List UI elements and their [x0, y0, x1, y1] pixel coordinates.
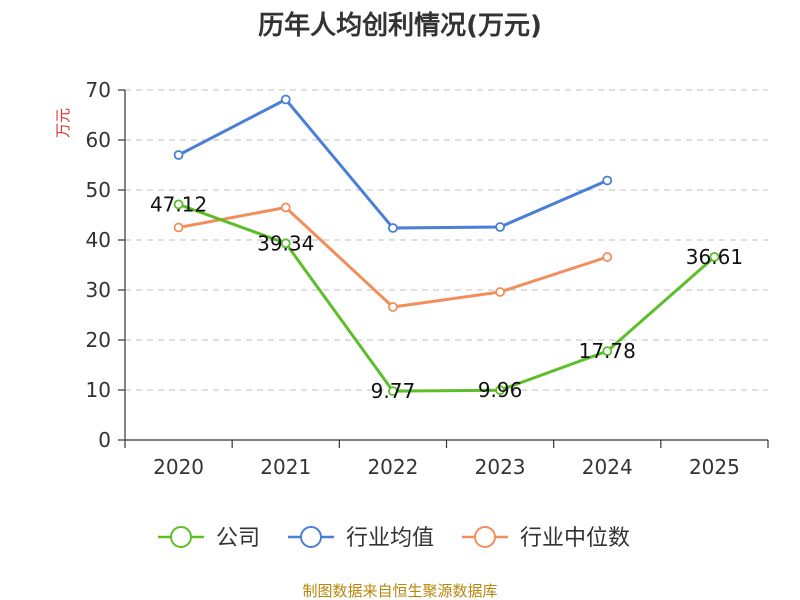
legend-label: 行业均值 — [346, 526, 434, 551]
legend[interactable]: 公司 行业均值 行业中位数 — [158, 526, 630, 551]
grid-lines — [125, 89, 768, 391]
legend-label: 行业中位数 — [520, 526, 630, 551]
data-point — [602, 175, 613, 186]
y-tick-label: 50 — [86, 178, 111, 202]
data-label: 9.77 — [371, 379, 416, 403]
data-label: 36.61 — [686, 245, 743, 269]
legend-marker — [474, 526, 496, 548]
x-tick-label: 2022 — [367, 455, 418, 479]
data-point — [495, 222, 505, 232]
y-tick-label: 30 — [86, 278, 111, 302]
chart-title: 历年人均创利情况(万元) — [258, 10, 542, 41]
series-line-1 — [177, 98, 608, 230]
legend-item-0[interactable]: 公司 — [158, 526, 260, 551]
data-point — [388, 386, 398, 397]
axes: 0 10 20 30 40 50 60 70 2020 2021 2022 2023 2024 2025 — [86, 78, 769, 479]
data-point — [173, 222, 184, 233]
data-point — [495, 385, 505, 396]
data-point — [280, 238, 291, 249]
source-note: 制图数据来自恒生聚源数据库 — [302, 582, 497, 600]
x-tick-label: 2024 — [582, 455, 633, 479]
y-tick-label: 70 — [86, 78, 111, 102]
data-point — [709, 252, 720, 262]
y-tick-label: 10 — [86, 378, 111, 402]
y-tick-label: 60 — [86, 128, 111, 152]
x-tick-label: 2021 — [260, 455, 311, 479]
data-point — [173, 150, 184, 160]
data-point — [173, 199, 184, 210]
x-tick-label: 2025 — [689, 455, 740, 479]
x-tick-label: 2023 — [475, 455, 526, 479]
data-point — [602, 252, 613, 262]
series-line-0 — [178, 202, 716, 393]
data-point — [602, 346, 613, 357]
data-point — [388, 223, 398, 233]
data-point — [388, 302, 398, 312]
legend-item-2[interactable]: 行业中位数 — [462, 526, 630, 551]
data-labels: 47.12 39.34 9.77 9.96 17.78 36.61 — [150, 192, 743, 403]
y-axis-label: 万元 — [54, 108, 72, 138]
legend-label: 公司 — [216, 526, 260, 551]
series-line-2 — [178, 206, 608, 309]
data-label: 17.78 — [579, 339, 636, 363]
data-label: 9.96 — [478, 378, 523, 402]
data-label: 47.12 — [150, 192, 207, 216]
data-point — [280, 202, 291, 213]
data-label: 39.34 — [257, 231, 314, 255]
legend-marker — [300, 526, 322, 548]
data-point — [495, 287, 505, 297]
y-tick-label: 0 — [98, 428, 111, 452]
y-tick-label: 20 — [86, 328, 111, 352]
x-tick-label: 2020 — [153, 455, 204, 479]
legend-marker — [170, 526, 192, 548]
data-point — [280, 94, 291, 105]
legend-item-1[interactable]: 行业均值 — [288, 526, 434, 551]
y-tick-label: 40 — [86, 228, 111, 252]
series-lines — [173, 94, 720, 397]
